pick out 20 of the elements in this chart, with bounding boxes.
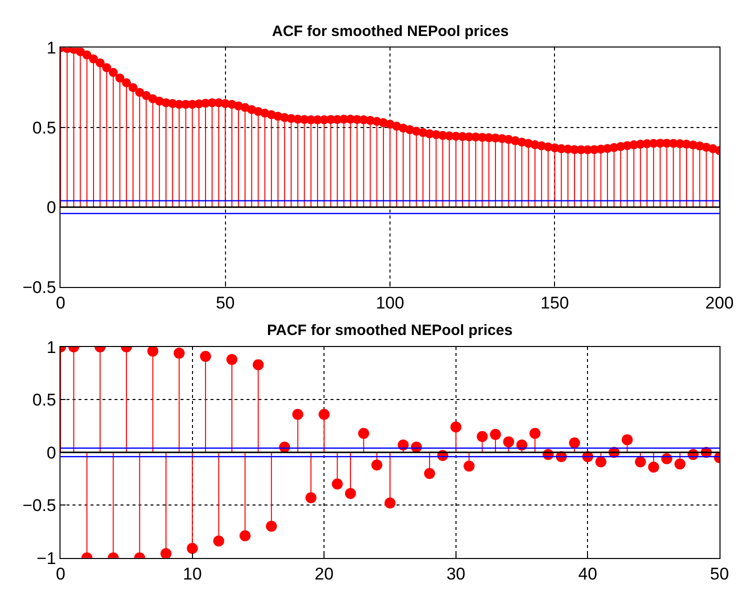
y-tick-label: 0.5 xyxy=(32,390,56,410)
x-tick-label: 50 xyxy=(710,564,729,584)
x-tick-label: 30 xyxy=(446,564,466,584)
x-tick-label: 10 xyxy=(182,564,202,584)
y-tick-label: 1 xyxy=(46,338,56,357)
y-tick-label: −1 xyxy=(36,548,56,568)
chart-title: PACF for smoothed NEPool prices xyxy=(267,322,513,339)
y-tick-label: −0.5 xyxy=(22,496,56,516)
x-tick-label: 20 xyxy=(314,564,334,584)
x-tick-label: 150 xyxy=(540,293,569,312)
y-tick-label: 0 xyxy=(46,443,56,462)
x-tick-label: 40 xyxy=(578,564,598,584)
x-tick-label: 200 xyxy=(705,293,734,312)
x-tick-label: 50 xyxy=(216,293,235,312)
y-tick-label: 1 xyxy=(46,38,56,58)
y-tick-label: 0.5 xyxy=(32,118,56,138)
x-tick-label: 100 xyxy=(376,293,404,312)
y-tick-label: −0.5 xyxy=(22,278,56,297)
y-tick-label: 0 xyxy=(46,198,56,218)
chart-title: ACF for smoothed NEPool prices xyxy=(272,23,509,40)
